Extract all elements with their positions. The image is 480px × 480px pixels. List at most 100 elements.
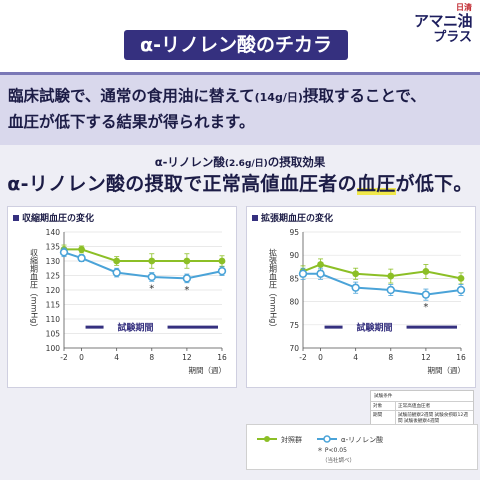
chart-title: 収縮期血圧の変化 <box>22 212 94 224</box>
diastolic-chart: 拡張期血圧の変化 70 75 80 85 90 95 -2 0 4 8 12 16 期間（週） 拡張期血圧（… <box>252 212 466 375</box>
legend-control-marker <box>264 436 270 442</box>
brand-product-sub: プラス <box>433 30 472 45</box>
x-tick-label: 12 <box>421 353 431 362</box>
data-point <box>112 268 121 277</box>
data-point <box>387 272 395 280</box>
x-tick-label: 12 <box>182 353 192 362</box>
y-axis-label: 拡張期血圧（mmHg） <box>269 248 278 332</box>
y-tick-label: 140 <box>46 228 61 237</box>
data-point <box>218 257 226 265</box>
intro-line2: 血圧が低下する結果が得られます。 <box>8 113 255 131</box>
data-point <box>351 283 360 292</box>
y-axis-label: 収縮期血圧（mmHg） <box>30 248 39 332</box>
systolic-chart: 収縮期血圧の変化 100 105 110 115 120 125 130 135 140 -2 0 4 8… <box>13 212 227 375</box>
headline-a: α-リノレン酸の摂取で正常高値血圧者の <box>7 173 357 195</box>
data-point <box>456 285 466 295</box>
y-tick-label: 135 <box>46 243 61 252</box>
y-tick-label: 125 <box>46 272 61 281</box>
data-point <box>77 253 86 263</box>
study-key: 期間 <box>371 410 396 426</box>
intro-line1-small: (14g/日) <box>254 91 303 104</box>
chart-title-marker <box>13 215 19 221</box>
period-label: 試験期間 <box>357 322 393 334</box>
y-tick-label: 130 <box>46 257 61 266</box>
x-axis-label: 期間（週） <box>189 366 227 375</box>
significance-mark: * <box>184 285 189 296</box>
y-tick-label: 95 <box>289 228 299 237</box>
data-point <box>422 268 430 275</box>
data-point <box>78 246 85 253</box>
x-tick-label: 4 <box>114 353 119 362</box>
series-line <box>63 251 223 280</box>
subhead-b: の摂取効果 <box>267 155 326 169</box>
significance-mark: * <box>149 283 154 294</box>
diastolic-chart-card: 拡張期血圧の変化 70 75 80 85 90 95 -2 0 4 8 12 16 期間（週） 拡張期血圧（… <box>246 206 476 388</box>
x-tick-label: 8 <box>388 353 393 362</box>
period-label: 試験期間 <box>118 322 154 334</box>
data-point <box>386 285 395 295</box>
data-point <box>217 266 227 276</box>
y-tick-label: 70 <box>289 344 299 353</box>
x-tick-label: 4 <box>353 353 358 362</box>
brand-product: アマニ油 <box>413 12 473 30</box>
study-value: 正常高値血圧者 <box>395 401 473 411</box>
legend-significance: ＊ P<0.05 <box>317 447 347 454</box>
systolic-chart-card: 収縮期血圧の変化 100 105 110 115 120 125 130 135 140 -2 0 4 8… <box>7 206 237 388</box>
data-point <box>457 275 465 282</box>
table-row: 期間 試験前観察2週間 試験食摂取12週間 試験後観察4週間 <box>371 410 473 426</box>
y-tick-label: 100 <box>46 344 61 353</box>
data-point <box>317 261 324 268</box>
legend: 対照群 α-リノレン酸 ＊ P<0.05 （当社調べ） <box>246 424 478 470</box>
x-tick-label: 0 <box>318 353 323 362</box>
study-value: 試験前観察2週間 試験食摂取12週間 試験後観察4週間 <box>395 410 473 426</box>
y-tick-label: 110 <box>46 315 61 324</box>
y-tick-label: 105 <box>46 330 61 339</box>
data-point <box>298 269 308 278</box>
legend-note: （当社調べ） <box>322 456 355 464</box>
data-point <box>147 272 156 282</box>
x-tick-label: 16 <box>217 353 227 362</box>
legend-control-label: 対照群 <box>281 435 302 444</box>
chart-title: 拡張期血圧の変化 <box>261 212 333 224</box>
x-tick-label: 0 <box>79 353 84 362</box>
legend-ala-marker <box>323 435 331 443</box>
headline-b: が低下。 <box>395 173 473 195</box>
data-point <box>421 290 431 299</box>
series-line <box>64 248 222 262</box>
data-point <box>148 257 156 265</box>
intro-line1-a: 臨床試験で、通常の食用油に替えて <box>8 87 255 105</box>
headline-highlight: 血圧 <box>356 173 396 195</box>
data-point <box>59 248 69 257</box>
data-point <box>352 270 360 278</box>
data-point <box>182 274 192 283</box>
data-point <box>183 257 191 265</box>
study-header: 試験条件 <box>374 394 393 399</box>
x-tick-label: -2 <box>299 353 307 362</box>
results-subheading: α-リノレン酸(2.6g/日)の摂取効果 <box>0 154 480 170</box>
study-key: 対象 <box>371 401 396 411</box>
intro-text: 臨床試験で、通常の食用油に替えて(14g/日)摂取することで、 血圧が低下する結… <box>8 84 478 134</box>
brand-logo: 日清 アマニ油 プラス <box>413 3 473 45</box>
subhead-small: (2.6g/日) <box>224 159 268 169</box>
brand-maker: 日清 <box>456 3 472 12</box>
y-tick-label: 80 <box>289 298 299 307</box>
x-tick-label: 8 <box>149 353 154 362</box>
x-tick-label: -2 <box>60 353 68 362</box>
legend-ala-label: α-リノレン酸 <box>341 435 383 444</box>
table-row: 対象 正常高値血圧者 <box>371 401 473 411</box>
page-title: α-リノレン酸のチカラ <box>124 30 348 60</box>
series-line <box>303 272 462 296</box>
data-point <box>316 269 325 278</box>
x-tick-label: 16 <box>456 353 466 362</box>
subhead-a: α-リノレン酸 <box>154 155 225 169</box>
significance-mark: * <box>423 302 428 313</box>
y-tick-label: 85 <box>289 274 299 283</box>
y-tick-label: 90 <box>289 251 299 260</box>
y-tick-label: 75 <box>289 321 299 330</box>
data-point <box>113 257 121 265</box>
x-axis-label: 期間（週） <box>428 366 466 375</box>
results-headline: α-リノレン酸の摂取で正常高値血圧者の血圧が低下。 <box>0 169 480 196</box>
y-tick-label: 115 <box>46 301 61 310</box>
chart-title-marker <box>252 215 258 221</box>
legend-svg: 対照群 α-リノレン酸 ＊ P<0.05 （当社調べ） <box>257 435 383 464</box>
